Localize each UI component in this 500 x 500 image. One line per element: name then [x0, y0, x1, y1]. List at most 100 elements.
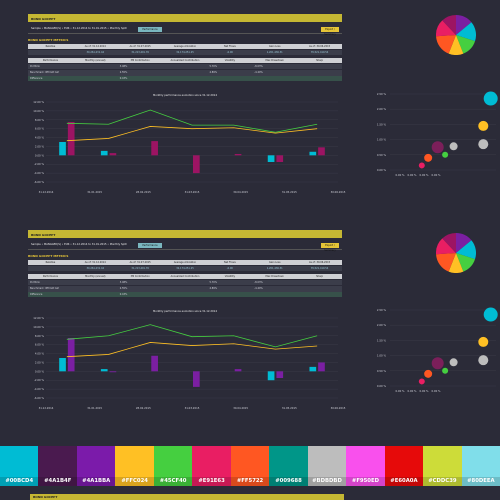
metrics-cell: 31,213,401.76: [117, 266, 163, 271]
metrics-cell: [207, 76, 253, 81]
performance-row: Portfolio 3.48% 5.70% -8.03%: [28, 280, 343, 285]
metrics-cell: -4.40%: [252, 70, 298, 80]
metrics-cell: 32,174,251.25: [162, 266, 208, 271]
y-tick-label: -6.00 %: [34, 180, 45, 184]
metrics-cell: Difference: [28, 292, 73, 297]
y-tick-label: -2.00 %: [34, 162, 45, 166]
report-toolbar: Sample • MANAGED(S) • EUR • 31.12.2014 t…: [28, 241, 342, 252]
metrics-cell: [252, 292, 298, 297]
metrics-cell: Max Drawdown: [252, 58, 298, 63]
export-button[interactable]: Export / Summary: [321, 243, 339, 252]
y-tick-label: 0.00 %: [35, 369, 45, 373]
metrics-cell: 3M Contribution: [117, 274, 163, 279]
chart-bar: [100, 150, 108, 156]
report-title-bar: BOND GOCEPT: [30, 494, 344, 500]
scatter-point: [478, 120, 489, 131]
x-tick-label: 30.06.2015: [331, 406, 346, 410]
color-swatch: #E60A0A: [384, 446, 424, 486]
y-tick-label: 0.00 %: [377, 384, 387, 388]
chart-bar: [151, 355, 158, 372]
y-tick-label: 0.00 %: [35, 153, 45, 157]
metrics-cell: 4.89%: [207, 286, 253, 296]
export-button[interactable]: Export / Summary: [321, 27, 339, 36]
pie-slice: [456, 233, 472, 253]
metrics-cell: As of: 30.06.2015: [297, 44, 343, 49]
metrics-cell: [297, 292, 343, 297]
x-tick-label: 30.04.2015: [233, 406, 248, 410]
y-tick-label: -6.00 %: [34, 396, 45, 400]
x-tick-label: 31.01.2015: [87, 190, 102, 194]
metrics-cell: 30,261,231.44: [72, 266, 118, 271]
metrics-cell: Monthly (annual): [72, 274, 118, 279]
metrics-cell: 2.55%: [117, 286, 163, 296]
metrics-cell: 0.43%: [117, 76, 163, 81]
chart-title: Monthly performance evolution since 31.1…: [153, 94, 217, 97]
color-swatch: #E91E63: [192, 446, 231, 486]
risk-return-scatter: 2.50 %2.00 %1.50 %1.00 %0.50 %0.00 %0.00…: [377, 307, 498, 393]
pie-slice: [456, 35, 476, 54]
pie-slice: [456, 22, 476, 42]
y-tick-label: 2.50 %: [377, 92, 387, 96]
y-tick-label: 6.00 %: [35, 343, 45, 347]
swatch-label: #45CF40: [153, 477, 193, 486]
metrics-cell: Performance: [28, 58, 73, 63]
chart-bar: [276, 371, 284, 378]
metrics-cell: Average Allocation: [162, 260, 208, 265]
metrics-cell: [297, 280, 343, 285]
metrics-cell: 3.48%: [117, 64, 163, 69]
scatter-point: [478, 139, 489, 150]
chart-bar: [109, 371, 117, 373]
metrics-cell: Gain Loss: [252, 44, 298, 49]
metrics-cell: -0.00: [207, 266, 253, 271]
chart-bar: [234, 369, 242, 372]
pie-slice: [442, 233, 456, 253]
metrics-cell: [162, 76, 208, 81]
y-tick-label: 1.50 %: [377, 338, 387, 342]
color-swatch: #CDDC39: [423, 446, 462, 486]
x-tick-label: 0.00 %: [431, 389, 441, 393]
y-tick-label: 1.00 %: [377, 138, 387, 142]
scatter-point: [431, 357, 444, 370]
metrics-cell: 0.43%: [117, 292, 163, 297]
metrics-cell: -4.40%: [252, 286, 298, 296]
chart-bar: [276, 155, 284, 162]
metrics-cell: [297, 286, 343, 296]
x-tick-label: 31.05.2015: [282, 406, 297, 410]
metrics-heading: BOND GOCEPT METRICS: [28, 38, 69, 42]
pie-slice: [456, 253, 476, 272]
performance-row: Portfolio 3.48% 5.70% -8.03%: [28, 64, 343, 69]
metrics-cell: 30,261,231.44: [72, 50, 118, 55]
y-tick-label: -4.00 %: [34, 171, 45, 175]
report-panel-2: BOND GOCEPT Sample • MANAGED(S) • EUR • …: [28, 230, 346, 425]
color-swatch: #00BCD4: [0, 446, 39, 486]
report-title-bar: BOND GOCEPT: [28, 14, 342, 22]
y-tick-label: 12.00 %: [33, 100, 44, 104]
chart-bar: [309, 366, 317, 372]
performance-row: Benchmark: IPM Gilt Girl (scheduled)2.55…: [28, 286, 343, 296]
swatch-label: #80DEEA: [461, 477, 500, 486]
swatch-label: #BDBDBD: [307, 477, 347, 486]
scatter-point: [478, 355, 489, 366]
y-tick-label: 12.00 %: [33, 316, 44, 320]
metrics-cell: 1,201,436.31: [252, 50, 298, 55]
metrics-cell: Relative: [28, 260, 73, 265]
pie-slice: [448, 35, 464, 55]
metrics-cell: 5.70%: [207, 64, 253, 69]
x-tick-label: 28.02.2015: [136, 406, 151, 410]
chart-bar: [267, 371, 275, 381]
metrics-cell: Gain Loss: [252, 260, 298, 265]
metrics-heading: BOND GOCEPT METRICS: [28, 254, 69, 258]
metrics-cell: Difference: [28, 76, 73, 81]
metrics-cell: Volatility: [207, 274, 253, 279]
performance-toggle[interactable]: Performance: [138, 27, 162, 32]
metrics-value-row: 30,261,231.44 31,213,401.76 32,174,251.25-…: [28, 266, 343, 271]
scatter-point: [418, 378, 425, 385]
metrics-cell: 5.70%: [207, 280, 253, 285]
color-swatch: #FFC024: [115, 446, 154, 486]
chart-bar: [100, 369, 108, 372]
performance-toggle[interactable]: Performance: [138, 243, 162, 248]
swatch-label: #E60A0A: [384, 477, 424, 486]
swatch-label: #F950ED: [346, 477, 385, 486]
report-title: BOND GOCEPT: [33, 495, 58, 499]
